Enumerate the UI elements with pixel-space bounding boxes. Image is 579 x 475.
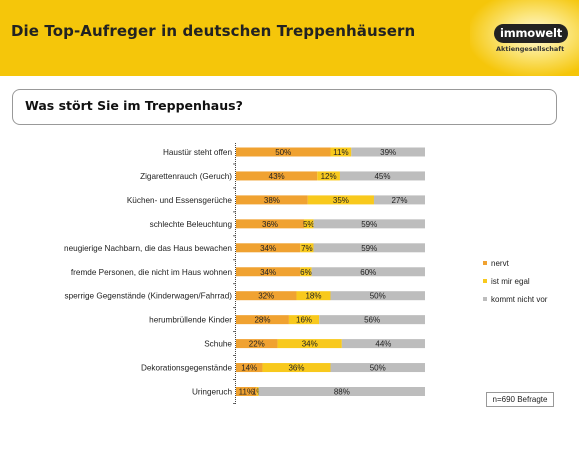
bar-ist-mir-egal <box>296 291 331 301</box>
header-banner: Die Top-Aufreger in deutschen Treppenhäu… <box>0 0 579 76</box>
bar-nervt <box>236 315 289 325</box>
category-label: Küchen- und Essensgerüche <box>127 196 233 205</box>
stacked-bar-chart: Haustür steht offen 50% 11% 39% Zigarettenra… <box>64 143 425 405</box>
bar-value-label: 11% <box>333 148 348 157</box>
bar-ist-mir-egal <box>307 195 374 205</box>
bar-value-label: 50% <box>275 148 291 157</box>
bar-kommt-nicht-vor <box>341 339 425 349</box>
bar-value-label: 34% <box>260 244 276 253</box>
category-label: Zigarettenrauch (Geruch) <box>140 172 232 181</box>
bar-value-label: 34% <box>302 340 318 349</box>
bar-kommt-nicht-vor <box>313 219 425 229</box>
bar-value-label: 22% <box>249 340 265 349</box>
bar-nervt <box>236 387 257 396</box>
bar-value-label: 16% <box>296 316 312 325</box>
bar-value-label: 45% <box>374 172 390 181</box>
immowelt-logo: immowelt Aktiengesellschaft <box>494 24 571 60</box>
bar-ist-mir-egal <box>304 219 314 229</box>
category-label: sperrige Gegenstände (Kinderwagen/Fahrra… <box>65 292 233 301</box>
bar-kommt-nicht-vor <box>319 315 425 325</box>
bar-nervt <box>236 363 263 373</box>
bar-value-label: 18% <box>305 292 321 301</box>
question-box: Was stört Sie im Treppenhaus? <box>12 89 557 125</box>
bar-nervt <box>236 171 318 181</box>
bar-nervt <box>236 243 301 253</box>
bar-value-label: 36% <box>288 364 304 373</box>
bar-value-label: 11% <box>239 388 254 397</box>
legend-label: ist mir egal <box>491 277 530 286</box>
legend-label: nervt <box>491 259 509 268</box>
bar-ist-mir-egal <box>317 171 340 181</box>
bar-value-label: 28% <box>254 316 270 325</box>
bar-value-label: 34% <box>260 268 276 277</box>
bar-value-label: 5% <box>303 220 315 229</box>
legend-swatch <box>483 297 487 301</box>
question-text: Was stört Sie im Treppenhaus? <box>25 98 243 113</box>
category-label: schlechte Beleuchtung <box>150 220 233 229</box>
category-label: herumbrüllende Kinder <box>149 316 232 325</box>
legend-swatch <box>483 279 487 283</box>
bar-value-label: 39% <box>380 148 396 157</box>
bar-kommt-nicht-vor <box>339 171 425 181</box>
bar-value-label: 38% <box>264 196 280 205</box>
logo-wordmark: immowelt <box>494 24 568 43</box>
bar-nervt <box>236 339 278 349</box>
legend-label: kommt nicht vor <box>491 295 548 304</box>
bar-value-label: 32% <box>258 292 274 301</box>
bar-nervt <box>236 147 331 157</box>
bar-kommt-nicht-vor <box>258 387 425 396</box>
category-label: Haustür steht offen <box>163 148 232 157</box>
sample-size-box: n=690 Befragte <box>486 392 554 407</box>
bar-value-label: 60% <box>360 268 376 277</box>
legend-swatch <box>483 261 487 265</box>
bar-ist-mir-egal <box>262 363 331 373</box>
bar-ist-mir-egal <box>256 387 259 396</box>
bar-ist-mir-egal <box>288 315 320 325</box>
bar-nervt <box>236 267 301 277</box>
category-label: Uringeruch <box>192 388 232 397</box>
bar-kommt-nicht-vor <box>373 195 425 205</box>
page-title: Die Top-Aufreger in deutschen Treppenhäu… <box>11 22 416 40</box>
logo-subtitle: Aktiengesellschaft <box>496 45 565 53</box>
bar-ist-mir-egal <box>277 339 342 349</box>
bar-value-label: 50% <box>370 364 386 373</box>
category-label: neugierige Nachbarn, die das Haus bewach… <box>64 244 232 253</box>
bar-value-label: 12% <box>321 172 337 181</box>
bar-value-label: 44% <box>375 340 391 349</box>
bar-value-label: 36% <box>262 220 278 229</box>
bar-value-label: 1% <box>252 388 264 397</box>
bar-ist-mir-egal <box>300 267 312 277</box>
bar-value-label: 27% <box>391 196 407 205</box>
bar-kommt-nicht-vor <box>351 147 425 157</box>
bar-value-label: 7% <box>301 244 313 253</box>
category-label: Schuhe <box>204 340 232 349</box>
bar-ist-mir-egal <box>330 147 352 157</box>
bar-value-label: 14% <box>241 364 257 373</box>
bar-value-label: 43% <box>269 172 285 181</box>
bar-nervt <box>236 195 308 205</box>
bar-value-label: 59% <box>361 244 377 253</box>
category-label: Dekorationsgegenstände <box>141 364 232 373</box>
bar-kommt-nicht-vor <box>313 243 425 253</box>
bar-kommt-nicht-vor <box>330 291 425 301</box>
bar-kommt-nicht-vor <box>311 267 425 277</box>
bar-ist-mir-egal <box>300 243 314 253</box>
category-label: fremde Personen, die nicht im Haus wohne… <box>71 268 233 277</box>
bar-value-label: 56% <box>364 316 380 325</box>
bar-value-label: 59% <box>361 220 377 229</box>
bar-nervt <box>236 291 297 301</box>
bar-value-label: 35% <box>333 196 349 205</box>
bar-value-label: 50% <box>370 292 386 301</box>
bar-kommt-nicht-vor <box>330 363 425 373</box>
bar-value-label: 6% <box>300 268 312 277</box>
bar-value-label: 88% <box>334 388 350 397</box>
bar-nervt <box>236 219 305 229</box>
